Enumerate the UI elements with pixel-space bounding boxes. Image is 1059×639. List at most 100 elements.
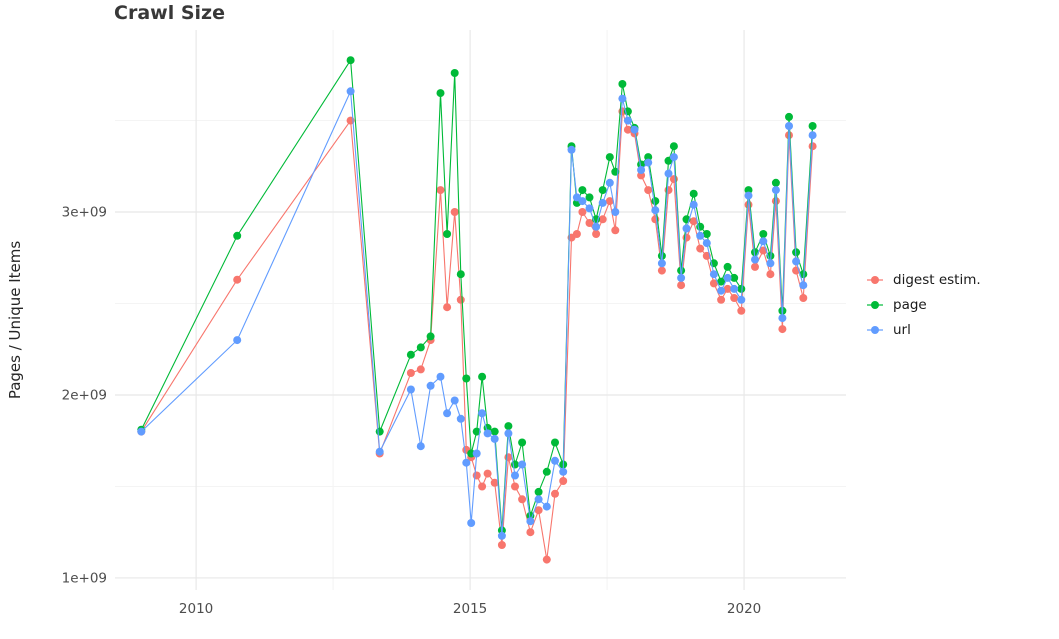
data-point-page [744, 186, 753, 195]
data-point-digest-estim [657, 266, 666, 275]
data-point-page [472, 427, 481, 436]
data-point-page [578, 186, 587, 195]
series-line-url [140, 89, 814, 536]
data-point-digest-estim [534, 506, 543, 515]
data-point-url [723, 273, 732, 282]
data-point-page [759, 230, 768, 238]
legend: digest estim. page url [866, 270, 981, 340]
data-point-page [808, 122, 817, 130]
legend-label-digest-estim: digest estim. [893, 272, 981, 288]
legend-item-digest-estim: digest estim. [866, 270, 981, 290]
data-point-url [551, 456, 559, 465]
data-point-url [785, 122, 793, 130]
data-point-page [598, 186, 607, 195]
data-point-url [664, 169, 673, 178]
data-point-url [644, 158, 653, 167]
legend-key-dot [871, 276, 879, 284]
legend-key-icon-url [867, 326, 883, 334]
data-point-url [578, 197, 587, 206]
data-point-url [759, 237, 768, 246]
data-point-digest-estim [436, 186, 445, 195]
data-point-page [618, 80, 627, 88]
data-point-url [472, 449, 481, 458]
data-point-digest-estim [677, 281, 686, 290]
data-point-url [637, 166, 646, 174]
data-point-digest-estim [450, 208, 459, 216]
data-point-url [567, 145, 576, 154]
data-point-url [375, 447, 384, 456]
data-point-page [723, 262, 732, 271]
data-point-digest-estim [696, 244, 705, 253]
data-point-digest-estim [526, 528, 535, 537]
data-point-digest-estim [542, 555, 551, 564]
data-point-digest-estim [611, 226, 620, 235]
data-point-digest-estim [578, 208, 587, 216]
data-point-digest-estim [497, 541, 506, 549]
data-point-url [542, 502, 551, 511]
legend-key-dot [871, 326, 879, 334]
data-point-url [598, 198, 607, 207]
data-point-page [478, 372, 487, 381]
data-point-url [426, 381, 435, 390]
data-point-page [737, 284, 746, 293]
data-point-page [450, 69, 459, 77]
data-point-url [478, 409, 487, 418]
data-point-digest-estim [585, 219, 594, 227]
data-point-page [443, 230, 452, 238]
data-point-url [534, 495, 543, 504]
data-point-digest-estim [233, 275, 242, 284]
data-point-url [462, 458, 471, 467]
legend-label-url: url [893, 322, 911, 338]
legend-key-icon-digest-estim [867, 276, 883, 284]
data-point-page [462, 374, 471, 383]
data-point-url [483, 429, 492, 438]
data-point-page [416, 343, 425, 352]
data-point-url [657, 259, 666, 268]
x-tick-label: 2020 [727, 601, 761, 617]
data-point-digest-estim [598, 215, 607, 224]
data-point-url [771, 186, 780, 195]
data-point-url [717, 286, 726, 295]
data-point-url [137, 427, 146, 436]
data-point-digest-estim [751, 262, 759, 271]
data-point-url [737, 295, 746, 304]
data-point-url [696, 231, 705, 240]
data-point-url [456, 414, 465, 423]
series-line-page [140, 58, 814, 531]
data-point-url [799, 281, 808, 290]
data-point-page [375, 427, 384, 436]
data-point-digest-estim [572, 230, 581, 238]
data-point-digest-estim [551, 489, 559, 498]
data-point-url [559, 467, 568, 476]
data-point-url [346, 87, 355, 96]
data-point-digest-estim [483, 469, 492, 478]
data-point-url [669, 153, 678, 162]
data-point-page [605, 153, 614, 162]
data-point-digest-estim [717, 295, 726, 304]
data-point-url [630, 125, 639, 134]
data-point-digest-estim [778, 325, 787, 334]
legend-item-page: page [866, 295, 981, 315]
data-point-digest-estim [443, 303, 452, 312]
data-point-digest-estim [511, 482, 519, 491]
data-point-digest-estim [730, 294, 739, 302]
data-point-url [808, 131, 817, 140]
data-point-page [702, 230, 711, 238]
data-point-page [651, 197, 660, 206]
data-point-url [526, 517, 535, 526]
data-point-page [511, 460, 519, 469]
data-point-page [637, 160, 646, 169]
data-point-page [771, 178, 780, 187]
data-point-url [233, 336, 242, 345]
data-point-digest-estim [689, 217, 698, 226]
data-point-digest-estim [682, 233, 691, 242]
data-point-page [426, 332, 435, 341]
data-point-digest-estim [664, 186, 673, 195]
data-point-url [751, 255, 759, 264]
data-point-page [534, 487, 543, 496]
y-tick-label: 1e+09 [62, 570, 107, 586]
data-point-url [436, 372, 445, 381]
data-point-url [730, 284, 739, 293]
